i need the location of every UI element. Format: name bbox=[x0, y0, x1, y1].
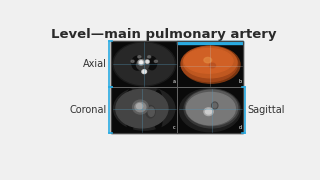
Text: b: b bbox=[238, 79, 242, 84]
Ellipse shape bbox=[116, 89, 168, 128]
Ellipse shape bbox=[132, 100, 148, 114]
Bar bbox=[177, 41, 243, 87]
Ellipse shape bbox=[212, 102, 218, 109]
Ellipse shape bbox=[138, 56, 141, 58]
Ellipse shape bbox=[180, 89, 241, 132]
Bar bbox=[211, 52, 214, 58]
Text: Sagittal: Sagittal bbox=[248, 105, 285, 115]
Text: c: c bbox=[173, 125, 176, 130]
Ellipse shape bbox=[182, 46, 240, 83]
Ellipse shape bbox=[126, 89, 135, 131]
Ellipse shape bbox=[113, 42, 176, 86]
Bar bbox=[111, 41, 177, 87]
Ellipse shape bbox=[143, 71, 145, 73]
Ellipse shape bbox=[154, 90, 163, 130]
Ellipse shape bbox=[145, 60, 149, 63]
Ellipse shape bbox=[132, 56, 143, 70]
Ellipse shape bbox=[181, 46, 238, 82]
Ellipse shape bbox=[205, 109, 212, 114]
Ellipse shape bbox=[146, 105, 155, 118]
Ellipse shape bbox=[139, 61, 143, 64]
Text: Axial: Axial bbox=[83, 59, 107, 69]
Text: d: d bbox=[238, 125, 242, 130]
Ellipse shape bbox=[154, 60, 157, 62]
Ellipse shape bbox=[187, 93, 235, 125]
Text: Level—main pulmonary artery: Level—main pulmonary artery bbox=[51, 28, 277, 41]
Ellipse shape bbox=[209, 63, 216, 68]
Ellipse shape bbox=[205, 100, 212, 104]
Ellipse shape bbox=[186, 90, 238, 126]
Bar bbox=[202, 56, 205, 61]
Text: a: a bbox=[172, 79, 176, 84]
Ellipse shape bbox=[213, 103, 217, 108]
Ellipse shape bbox=[204, 57, 212, 63]
Ellipse shape bbox=[184, 49, 233, 73]
Bar bbox=[177, 41, 243, 44]
Bar bbox=[177, 87, 243, 133]
Ellipse shape bbox=[131, 60, 134, 62]
Ellipse shape bbox=[137, 104, 143, 109]
Ellipse shape bbox=[204, 108, 213, 116]
Ellipse shape bbox=[137, 59, 149, 70]
Ellipse shape bbox=[140, 61, 142, 64]
Text: Coronal: Coronal bbox=[69, 105, 107, 115]
Ellipse shape bbox=[138, 60, 144, 65]
Ellipse shape bbox=[135, 102, 146, 112]
Ellipse shape bbox=[147, 57, 156, 70]
Ellipse shape bbox=[183, 47, 237, 78]
Ellipse shape bbox=[114, 43, 174, 85]
Ellipse shape bbox=[148, 56, 151, 58]
Ellipse shape bbox=[142, 70, 147, 74]
Ellipse shape bbox=[184, 89, 239, 128]
Ellipse shape bbox=[148, 107, 154, 116]
Bar bbox=[205, 50, 209, 58]
Ellipse shape bbox=[146, 60, 148, 63]
Bar bbox=[111, 87, 177, 133]
Ellipse shape bbox=[114, 87, 175, 130]
Bar bbox=[111, 41, 243, 133]
Ellipse shape bbox=[203, 99, 214, 105]
